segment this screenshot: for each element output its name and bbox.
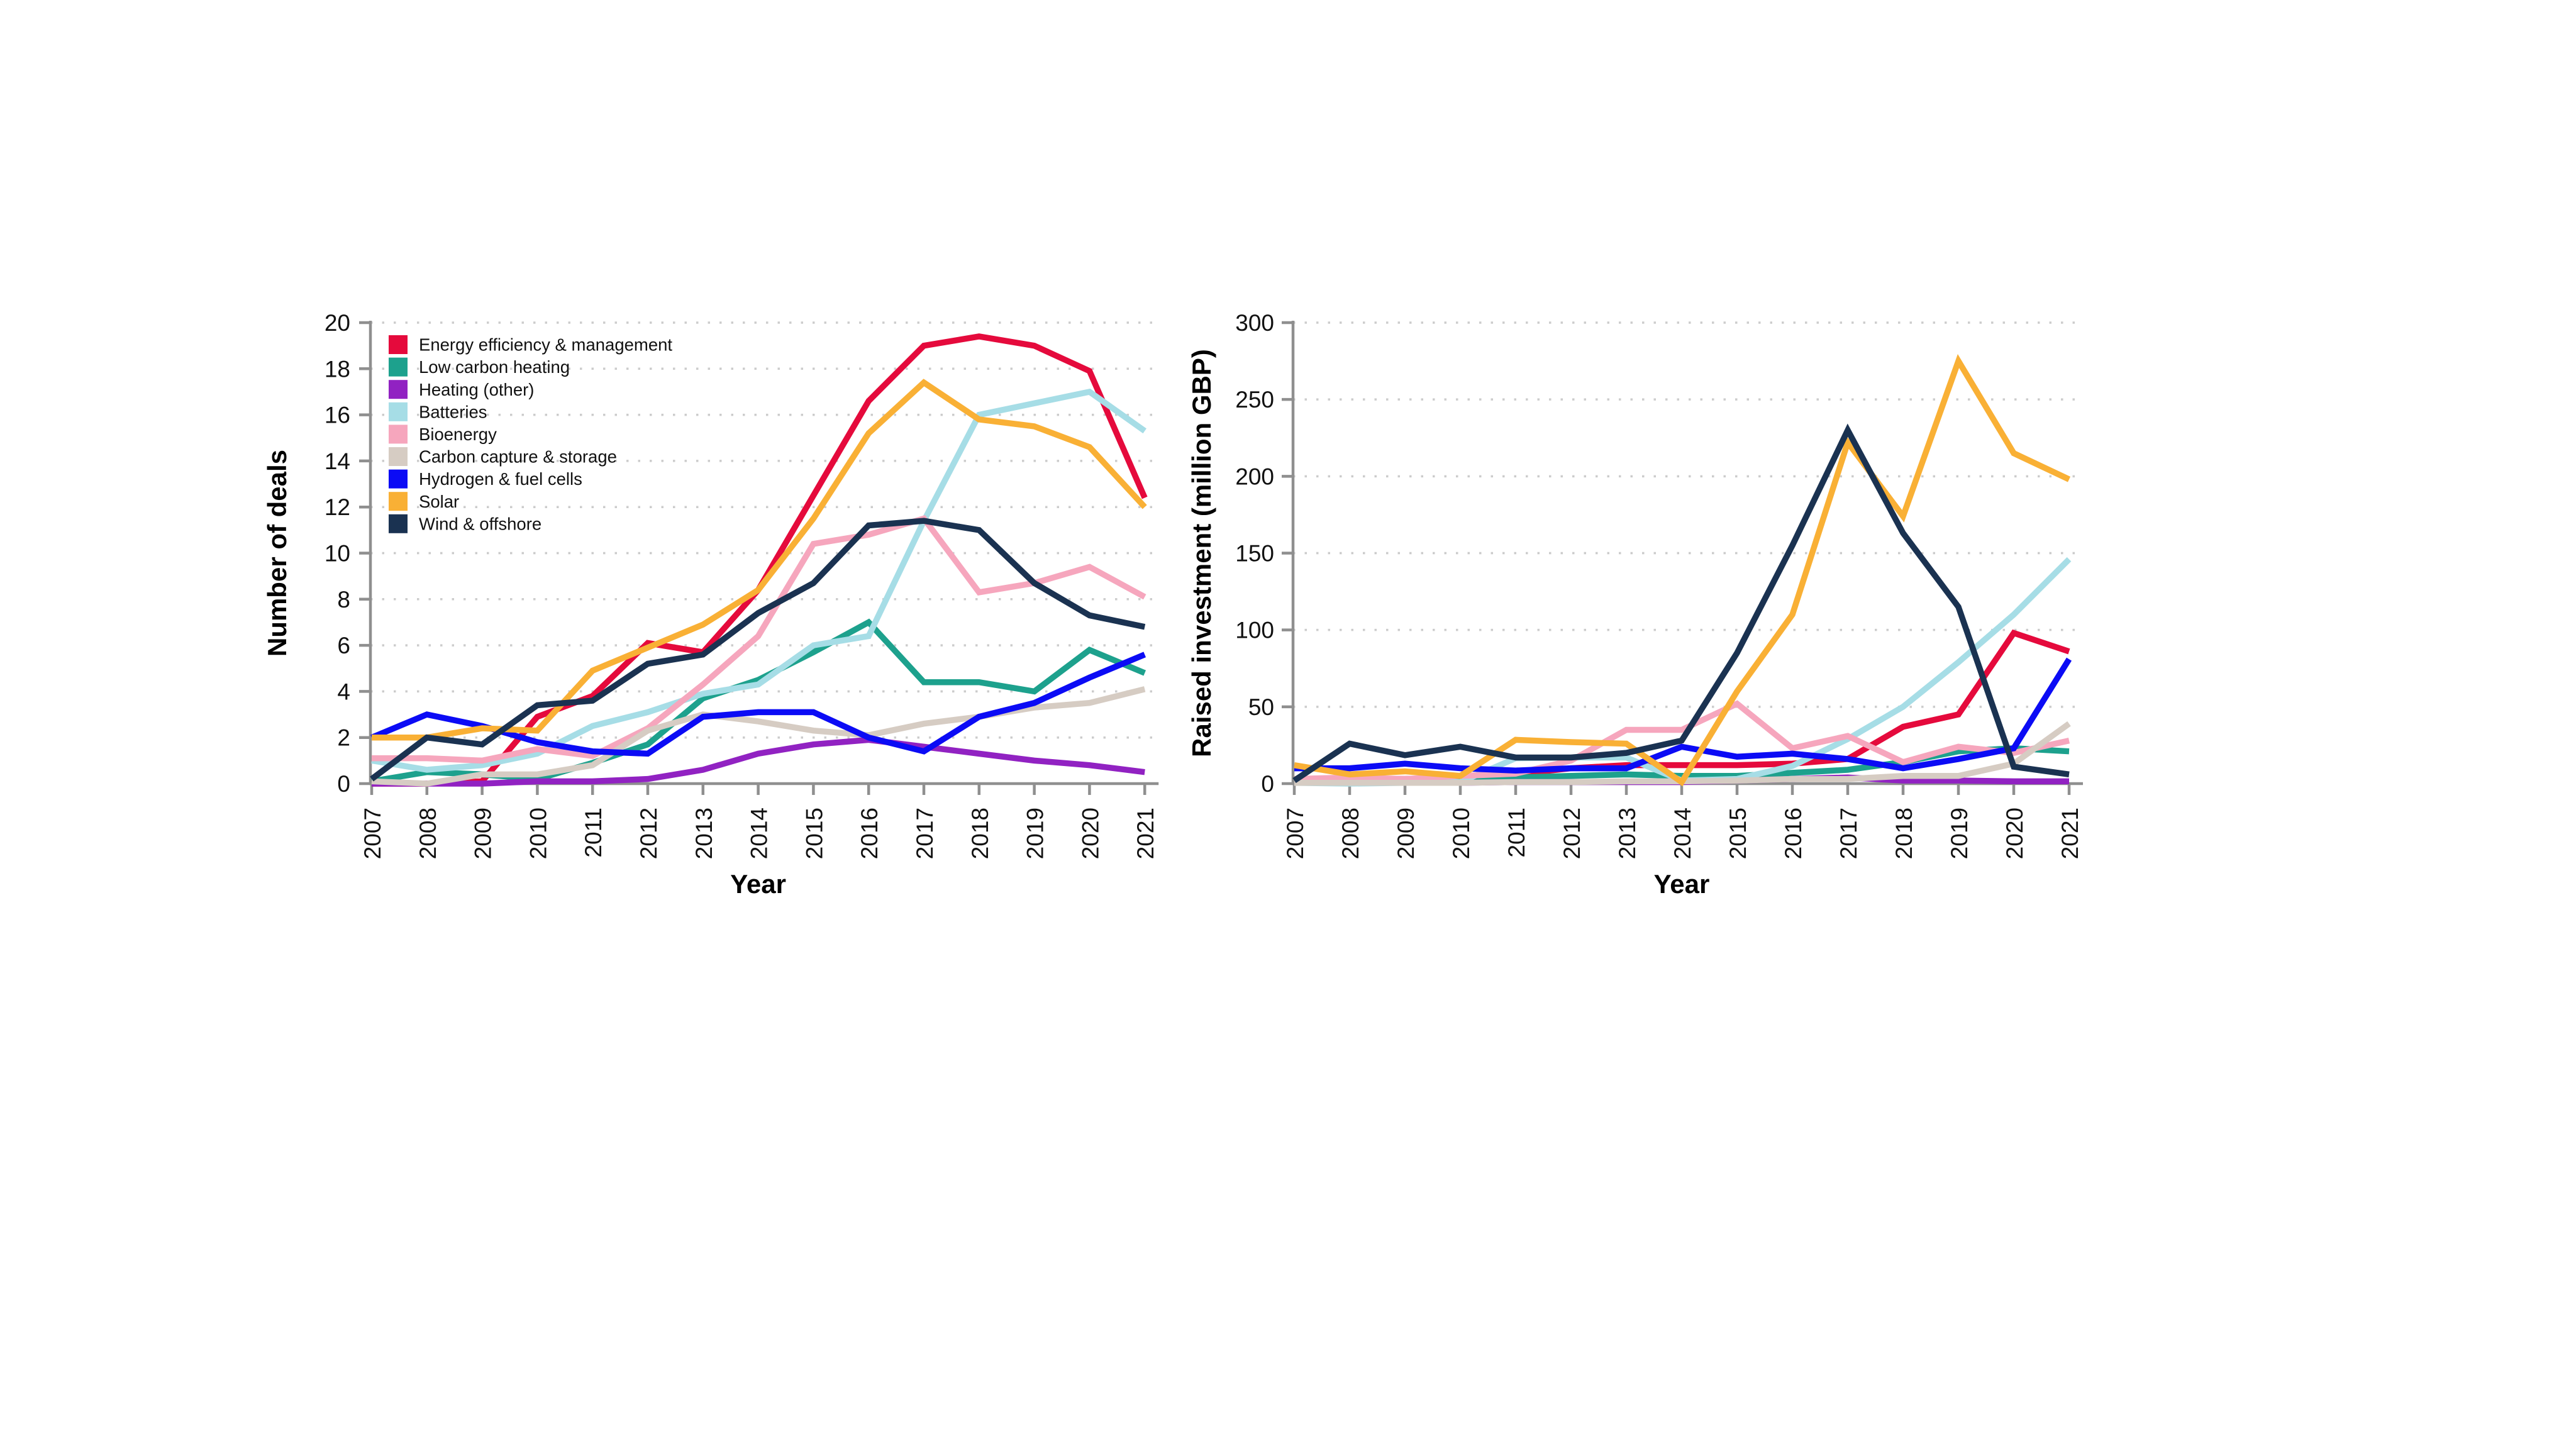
legend-label-hydrogen-fuel-cells: Hydrogen & fuel cells: [419, 469, 582, 489]
x-tick-label: 2019: [1946, 808, 1972, 859]
line-bioenergy: [372, 515, 1146, 764]
x-tick-label: 2015: [1725, 808, 1751, 859]
y-axis-title: Number of deals: [262, 450, 292, 657]
x-tick-label: 2018: [967, 808, 993, 859]
legend-label-low-carbon-heating: Low carbon heating: [419, 357, 570, 377]
line-heating-other: [372, 736, 1145, 787]
y-tick-label: 6: [337, 633, 350, 658]
legend-label-wind-offshore: Wind & offshore: [419, 514, 541, 533]
legend-label-solar: Solar: [419, 492, 459, 511]
legend-swatch-energy-efficiency-management: [389, 335, 408, 354]
y-tick-label: 4: [337, 679, 350, 704]
y-tick-label: 0: [337, 771, 350, 797]
legend-label-batteries: Batteries: [419, 402, 487, 421]
legend-swatch-heating-other: [389, 380, 408, 399]
x-tick-label: 2014: [747, 808, 772, 859]
y-tick-label: 200: [1235, 464, 1274, 489]
y-tick-label: 150: [1235, 540, 1274, 566]
y-tick-label: 250: [1235, 387, 1274, 413]
line-solar: [1294, 354, 2071, 787]
x-tick-label: 2016: [857, 808, 882, 859]
y-tick-label: 2: [337, 725, 350, 751]
y-axis-title: Raised investment (million GBP): [1187, 349, 1216, 757]
x-tick-labels: 2007 2008 2009 2010 2011 2012 2013 2014 2015 2016…: [360, 784, 1158, 859]
x-tick-label: 2009: [1393, 808, 1419, 859]
line-bioenergy: [1294, 700, 2070, 782]
y-tick-label: 18: [325, 356, 350, 382]
series-lines: [1292, 354, 2072, 787]
x-tick-label: 2020: [1077, 808, 1103, 859]
x-tick-label: 2007: [360, 808, 386, 859]
y-tick-label: 14: [325, 448, 350, 474]
legend-swatch-batteries: [389, 402, 408, 421]
x-axis-title: Year: [730, 869, 786, 899]
y-tick-label: 20: [325, 310, 350, 336]
line-batteries: [371, 388, 1146, 773]
x-tick-label: 2011: [580, 808, 606, 858]
y-tick-label: 300: [1235, 310, 1274, 336]
legend-swatch-carbon-capture-storage: [389, 447, 408, 466]
x-tick-label: 2008: [415, 808, 441, 859]
legend-swatch-solar: [389, 492, 408, 511]
x-tick-label: 2009: [470, 808, 496, 859]
legend-label-carbon-capture-storage: Carbon capture & storage: [419, 447, 617, 467]
y-tick-label: 16: [325, 402, 350, 428]
y-tick-labels: 0 2 4 6 8 10 12 14 16 18 20: [325, 310, 370, 797]
y-tick-label: 0: [1261, 771, 1274, 797]
y-tick-label: 10: [325, 540, 350, 566]
legend-swatch-bioenergy: [389, 425, 408, 444]
x-tick-label: 2010: [1448, 808, 1474, 859]
y-tick-label: 8: [337, 587, 350, 613]
x-tick-label: 2017: [1836, 808, 1862, 859]
x-tick-label: 2016: [1780, 808, 1806, 859]
y-tick-label: 50: [1248, 694, 1274, 720]
y-tick-labels: 0 50 100 150 200 250 300: [1235, 310, 1293, 797]
x-tick-label: 2015: [801, 808, 827, 859]
gridlines: [1293, 321, 2083, 708]
x-tick-label: 2014: [1670, 808, 1696, 859]
legend-label-energy-efficiency-management: Energy efficiency & management: [419, 335, 672, 355]
x-tick-label: 2021: [1133, 808, 1158, 859]
x-tick-label: 2013: [691, 808, 717, 859]
series-lines: [370, 333, 1148, 787]
x-tick-label: 2011: [1504, 808, 1530, 858]
x-tick-label: 2010: [525, 808, 551, 859]
x-tick-label: 2012: [636, 808, 662, 859]
x-tick-label: 2021: [2057, 808, 2083, 859]
y-tick-label: 12: [325, 494, 350, 520]
line-hydrogen-fuel-cells: [1294, 657, 2072, 774]
legend-label-bioenergy: Bioenergy: [419, 425, 497, 444]
legend-swatch-low-carbon-heating: [389, 357, 408, 377]
x-tick-label: 2012: [1559, 808, 1585, 859]
line-wind-offshore: [1292, 423, 2070, 784]
x-tick-label: 2007: [1282, 808, 1308, 859]
legend-swatch-wind-offshore: [389, 514, 408, 533]
x-tick-label: 2018: [1891, 808, 1917, 859]
x-tick-label: 2013: [1614, 808, 1640, 859]
x-tick-label: 2020: [2002, 808, 2028, 859]
deals-per-year-chart: 0 2 4 6 8 10 12 14 16 18 20 2007 2008 2009 2010 2011 201…: [262, 310, 1159, 899]
x-tick-label: 2019: [1023, 808, 1048, 859]
legend-swatch-hydrogen-fuel-cells: [389, 469, 408, 489]
x-axis-title: Year: [1654, 869, 1710, 899]
x-tick-label: 2008: [1338, 808, 1363, 859]
legend-label-heating-other: Heating (other): [419, 380, 534, 399]
y-tick-label: 100: [1235, 618, 1274, 643]
x-tick-label: 2017: [912, 808, 938, 859]
line-wind-offshore: [370, 518, 1146, 782]
x-tick-labels: 2007 2008 2009 2010 2011 2012 2013 2014 2015 2016…: [1282, 784, 2083, 859]
